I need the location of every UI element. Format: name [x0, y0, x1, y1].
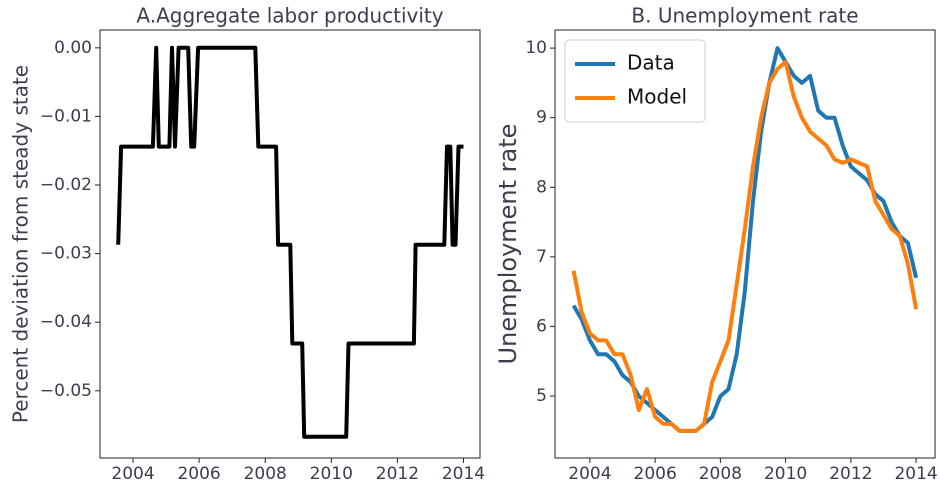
- y-tick-label: 10: [525, 38, 547, 58]
- x-tick-label: 2014: [442, 464, 485, 483]
- legend-box: [564, 39, 706, 123]
- x-tick-label: 2006: [177, 464, 220, 483]
- y-tick-label: −0.03: [40, 244, 92, 264]
- data-line: [571, 60, 919, 433]
- data-line: [116, 45, 464, 439]
- y-tick-label: −0.01: [40, 106, 92, 126]
- x-tick-label: 2008: [244, 464, 287, 483]
- x-tick-label: 2006: [634, 464, 677, 483]
- y-tick-label: 6: [536, 316, 547, 336]
- x-tick-label: 2012: [829, 464, 872, 483]
- x-tick-label: 2010: [310, 464, 353, 483]
- y-tick-label: −0.05: [40, 381, 92, 401]
- x-tick-label: 2004: [568, 464, 611, 483]
- y-tick-label: 7: [536, 247, 547, 267]
- y-tick-label: −0.02: [40, 175, 92, 195]
- legend-label: Model: [627, 85, 687, 109]
- axes-frame: [554, 29, 936, 459]
- chart-title: B. Unemployment rate: [631, 4, 858, 28]
- x-tick-label: 2010: [764, 464, 807, 483]
- y-tick-label: 9: [536, 108, 547, 128]
- legend-label: Data: [627, 51, 675, 75]
- y-tick-label: 5: [536, 386, 547, 406]
- x-tick-label: 2014: [894, 464, 937, 483]
- x-tick-label: 2004: [111, 464, 154, 483]
- y-axis-label: Percent deviation from steady state: [9, 65, 33, 423]
- chart-title: A.Aggregate labor productivity: [136, 4, 443, 28]
- x-tick-label: 2012: [376, 464, 419, 483]
- y-tick-label: 0.00: [54, 38, 92, 58]
- x-tick-label: 2008: [699, 464, 742, 483]
- y-tick-label: 8: [536, 177, 547, 197]
- axes-frame: [99, 29, 481, 459]
- y-axis-label: Unemployment rate: [494, 124, 522, 365]
- y-tick-label: −0.04: [40, 312, 92, 332]
